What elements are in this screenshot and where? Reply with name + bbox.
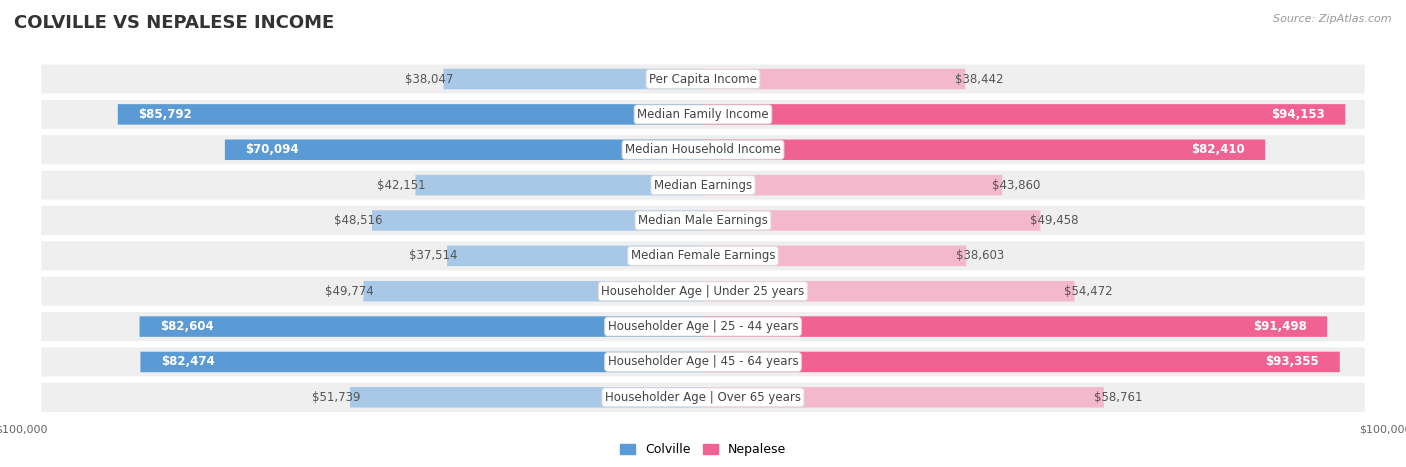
Text: $91,498: $91,498 <box>1253 320 1306 333</box>
Text: Median Earnings: Median Earnings <box>654 178 752 191</box>
FancyBboxPatch shape <box>141 352 703 372</box>
Text: $54,472: $54,472 <box>1064 285 1114 298</box>
FancyBboxPatch shape <box>41 206 1365 235</box>
Text: $49,458: $49,458 <box>1031 214 1078 227</box>
Text: $82,474: $82,474 <box>160 355 215 368</box>
Text: Householder Age | Under 25 years: Householder Age | Under 25 years <box>602 285 804 298</box>
Text: $42,151: $42,151 <box>377 178 426 191</box>
FancyBboxPatch shape <box>447 246 703 266</box>
FancyBboxPatch shape <box>139 316 703 337</box>
FancyBboxPatch shape <box>443 69 703 89</box>
Text: $82,604: $82,604 <box>160 320 214 333</box>
FancyBboxPatch shape <box>703 140 1265 160</box>
Text: Median Male Earnings: Median Male Earnings <box>638 214 768 227</box>
FancyBboxPatch shape <box>703 246 966 266</box>
Legend: Colville, Nepalese: Colville, Nepalese <box>614 439 792 461</box>
FancyBboxPatch shape <box>41 277 1365 306</box>
FancyBboxPatch shape <box>703 352 1340 372</box>
Text: Median Family Income: Median Family Income <box>637 108 769 121</box>
Text: $82,410: $82,410 <box>1191 143 1244 156</box>
FancyBboxPatch shape <box>350 387 703 408</box>
FancyBboxPatch shape <box>41 312 1365 341</box>
Text: Median Female Earnings: Median Female Earnings <box>631 249 775 262</box>
FancyBboxPatch shape <box>703 281 1074 302</box>
FancyBboxPatch shape <box>118 104 703 125</box>
Text: $43,860: $43,860 <box>993 178 1040 191</box>
Text: $48,516: $48,516 <box>333 214 382 227</box>
FancyBboxPatch shape <box>41 64 1365 93</box>
FancyBboxPatch shape <box>364 281 703 302</box>
FancyBboxPatch shape <box>703 69 966 89</box>
Text: Householder Age | Over 65 years: Householder Age | Over 65 years <box>605 391 801 404</box>
FancyBboxPatch shape <box>416 175 703 195</box>
FancyBboxPatch shape <box>41 135 1365 164</box>
FancyBboxPatch shape <box>373 210 703 231</box>
Text: Householder Age | 45 - 64 years: Householder Age | 45 - 64 years <box>607 355 799 368</box>
Text: $93,355: $93,355 <box>1265 355 1319 368</box>
Text: $70,094: $70,094 <box>245 143 299 156</box>
FancyBboxPatch shape <box>703 387 1104 408</box>
Text: $38,047: $38,047 <box>405 72 454 85</box>
FancyBboxPatch shape <box>703 316 1327 337</box>
FancyBboxPatch shape <box>41 383 1365 412</box>
FancyBboxPatch shape <box>41 241 1365 270</box>
FancyBboxPatch shape <box>41 170 1365 199</box>
Text: COLVILLE VS NEPALESE INCOME: COLVILLE VS NEPALESE INCOME <box>14 14 335 32</box>
FancyBboxPatch shape <box>41 347 1365 376</box>
Text: $58,761: $58,761 <box>1094 391 1142 404</box>
Text: Median Household Income: Median Household Income <box>626 143 780 156</box>
FancyBboxPatch shape <box>225 140 703 160</box>
FancyBboxPatch shape <box>41 100 1365 129</box>
Text: $94,153: $94,153 <box>1271 108 1324 121</box>
Text: $38,442: $38,442 <box>955 72 1004 85</box>
FancyBboxPatch shape <box>703 175 1002 195</box>
Text: Per Capita Income: Per Capita Income <box>650 72 756 85</box>
Text: Householder Age | 25 - 44 years: Householder Age | 25 - 44 years <box>607 320 799 333</box>
Text: $37,514: $37,514 <box>409 249 457 262</box>
FancyBboxPatch shape <box>703 210 1040 231</box>
Text: $85,792: $85,792 <box>138 108 193 121</box>
Text: $49,774: $49,774 <box>325 285 374 298</box>
Text: Source: ZipAtlas.com: Source: ZipAtlas.com <box>1274 14 1392 24</box>
Text: $38,603: $38,603 <box>956 249 1004 262</box>
Text: $51,739: $51,739 <box>312 391 360 404</box>
FancyBboxPatch shape <box>703 104 1346 125</box>
